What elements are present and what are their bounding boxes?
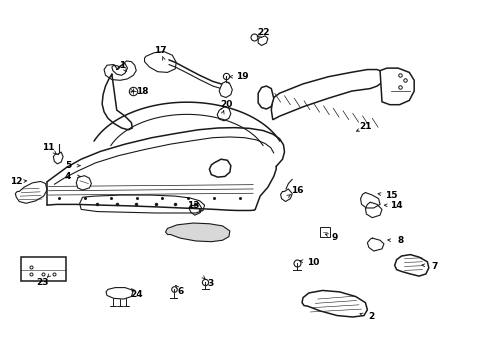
- Polygon shape: [15, 181, 47, 203]
- Text: 19: 19: [235, 72, 248, 81]
- Polygon shape: [394, 255, 428, 276]
- Polygon shape: [106, 288, 133, 299]
- Text: 20: 20: [219, 100, 232, 109]
- Polygon shape: [302, 291, 366, 317]
- Text: 17: 17: [154, 46, 166, 55]
- Polygon shape: [76, 176, 91, 190]
- Text: 8: 8: [397, 237, 403, 246]
- Polygon shape: [209, 159, 230, 177]
- Bar: [320, 227, 329, 237]
- Polygon shape: [271, 69, 383, 120]
- Text: 23: 23: [36, 278, 48, 287]
- Bar: [21, 257, 66, 281]
- Text: 13: 13: [187, 201, 199, 210]
- Text: 15: 15: [384, 190, 396, 199]
- Polygon shape: [144, 51, 176, 72]
- Text: 21: 21: [359, 122, 371, 131]
- Text: 5: 5: [65, 161, 71, 170]
- Text: 9: 9: [331, 233, 337, 242]
- Text: 18: 18: [136, 86, 148, 95]
- Text: 7: 7: [430, 262, 437, 271]
- Text: 1: 1: [119, 61, 125, 70]
- Polygon shape: [80, 195, 204, 213]
- Polygon shape: [165, 223, 229, 242]
- Text: 12: 12: [10, 177, 22, 186]
- Text: 4: 4: [65, 172, 71, 181]
- Text: 14: 14: [389, 201, 402, 210]
- Text: 10: 10: [306, 258, 318, 267]
- Text: 24: 24: [130, 289, 142, 298]
- Polygon shape: [219, 81, 232, 98]
- Text: 22: 22: [256, 28, 269, 37]
- Text: 2: 2: [367, 312, 374, 321]
- Polygon shape: [104, 61, 136, 80]
- Text: 3: 3: [207, 279, 213, 288]
- Polygon shape: [379, 68, 413, 105]
- Polygon shape: [258, 86, 273, 109]
- Text: 16: 16: [290, 185, 303, 194]
- Text: 6: 6: [177, 287, 183, 296]
- Text: 11: 11: [42, 143, 55, 152]
